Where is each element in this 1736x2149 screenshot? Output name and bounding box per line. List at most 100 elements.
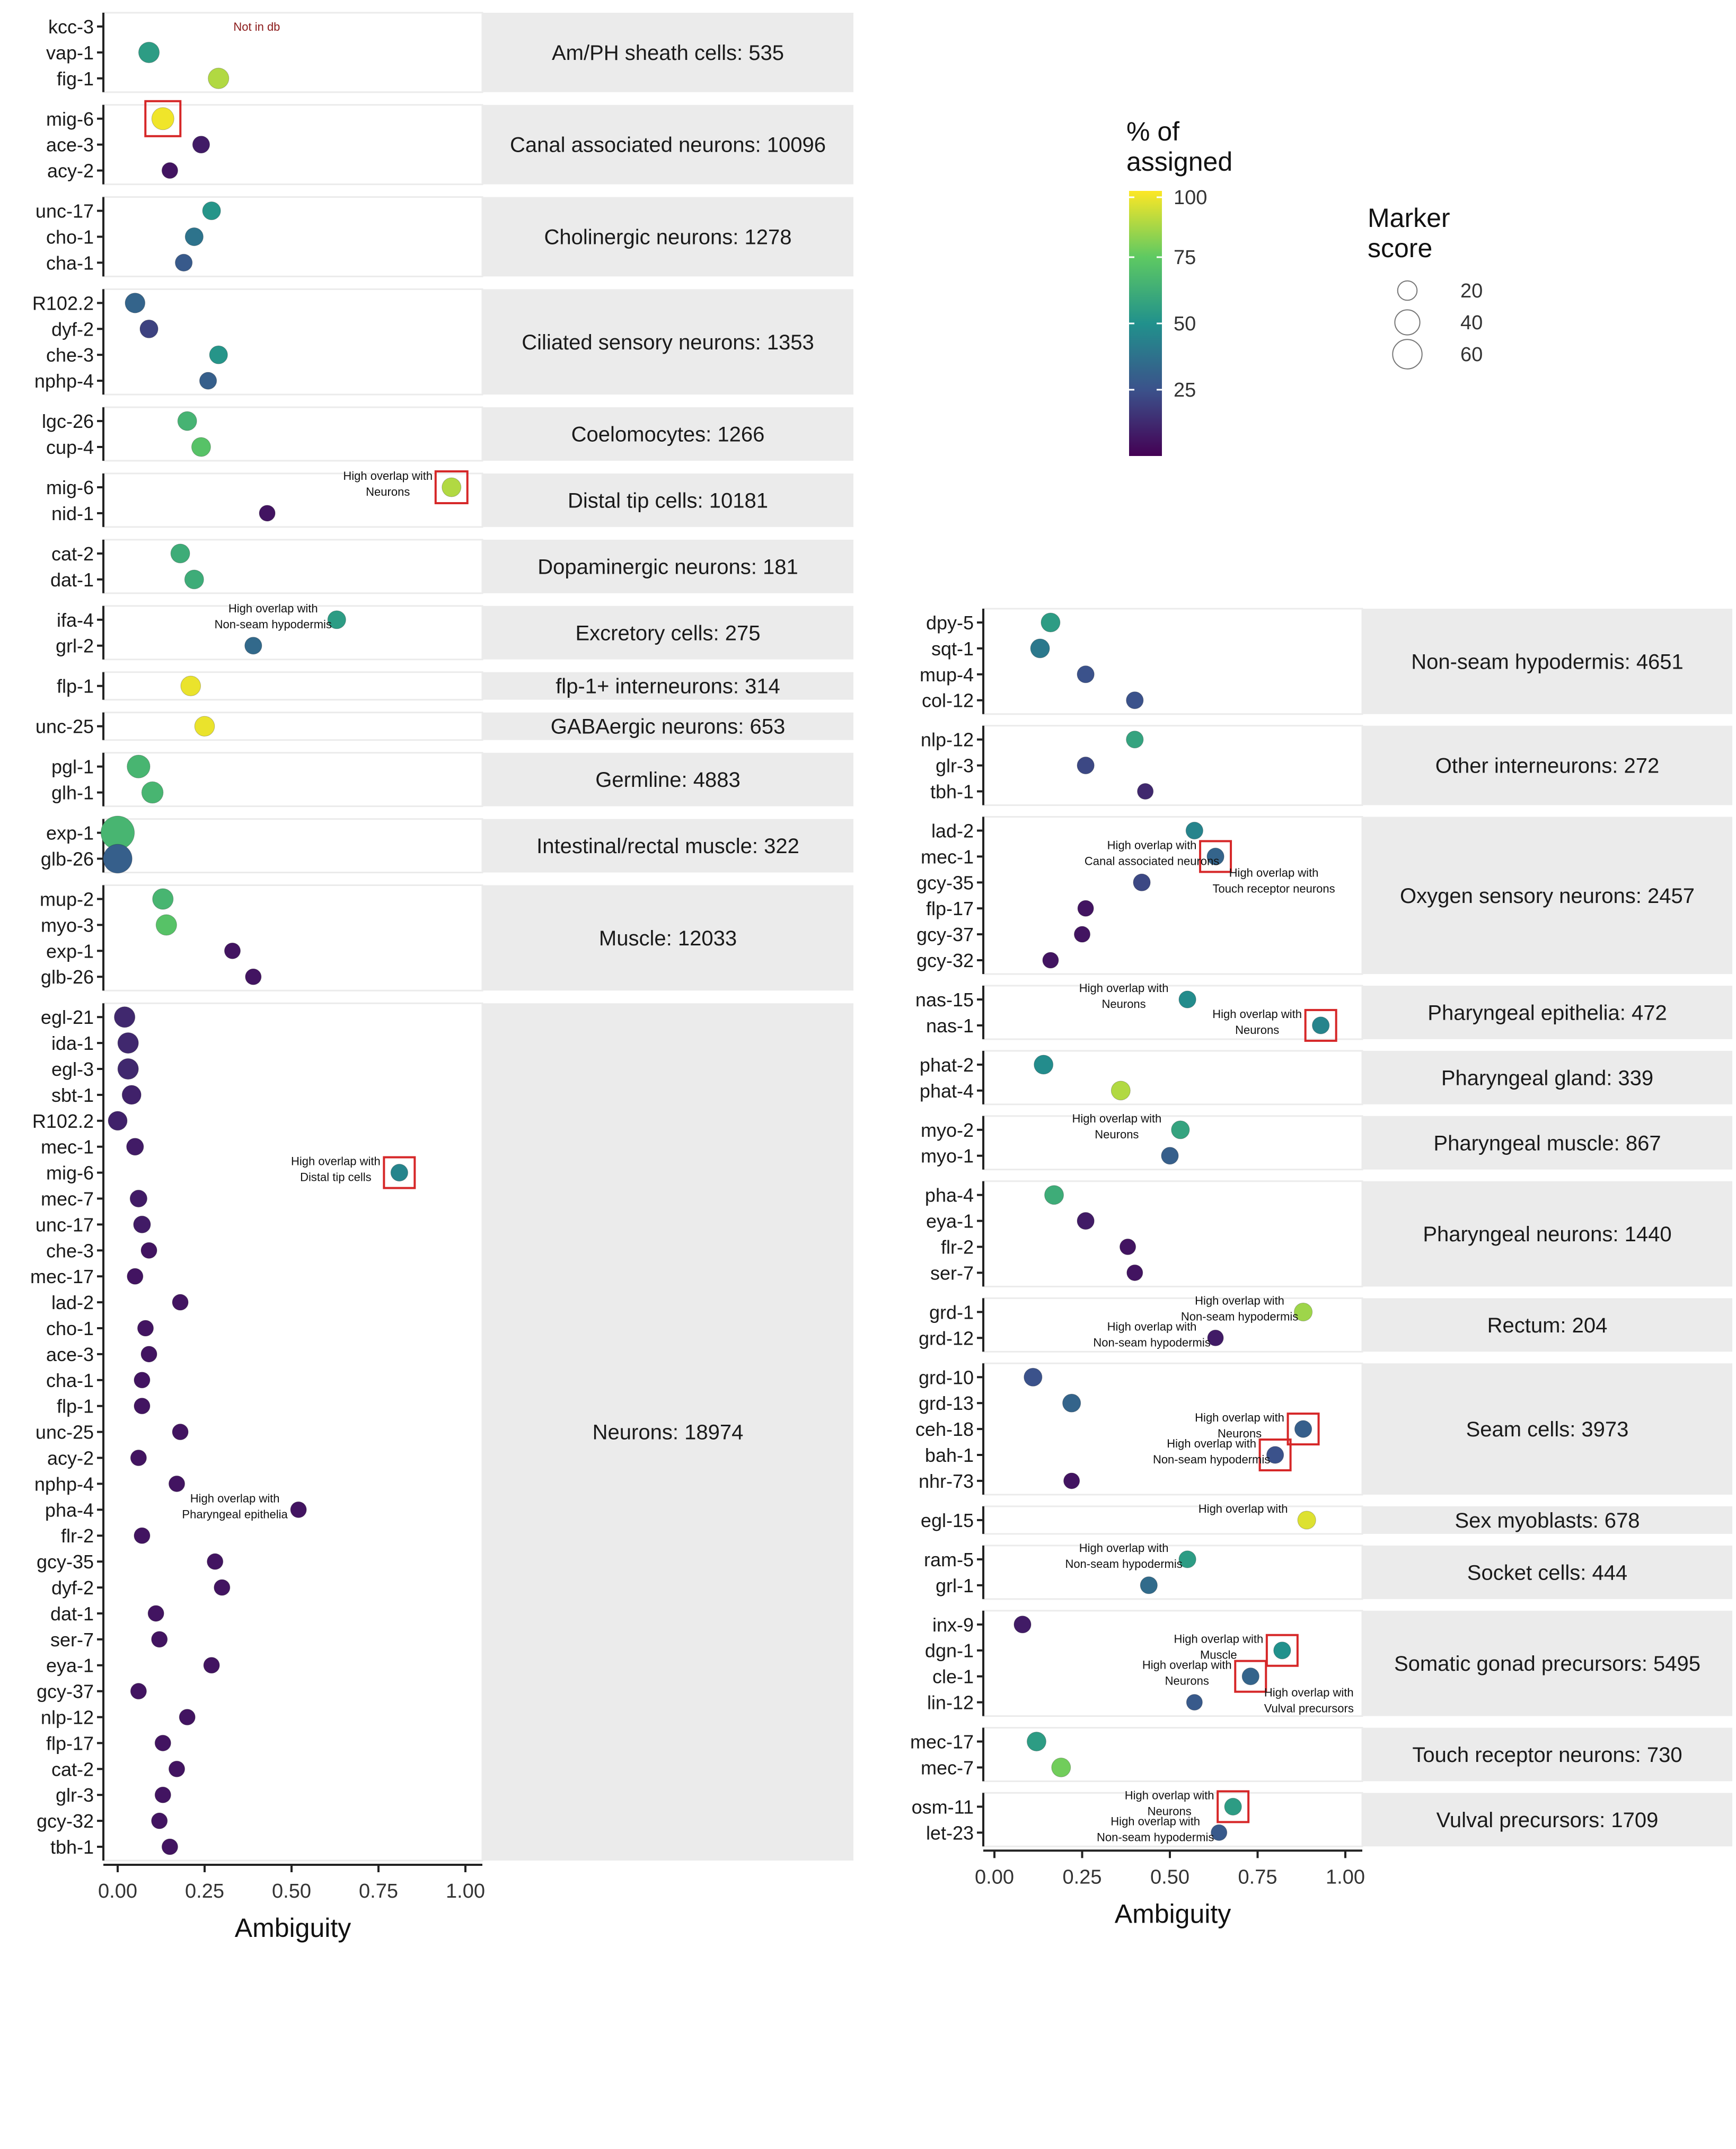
annotation-note: High overlap with Neurons bbox=[1072, 1112, 1161, 1141]
gene-label: phat-4 bbox=[920, 1080, 974, 1102]
facet-strip bbox=[482, 606, 853, 660]
gene-label: cho-1 bbox=[46, 226, 94, 248]
facet-label: Oxygen sensory neurons: 2457 bbox=[1400, 884, 1695, 908]
annotation-line: High overlap with bbox=[228, 602, 318, 615]
facet-label: Pharyngeal epithelia: 472 bbox=[1427, 1001, 1667, 1024]
data-point bbox=[114, 1006, 136, 1028]
gene-label: sbt-1 bbox=[51, 1084, 94, 1106]
gene-label: inx-9 bbox=[932, 1614, 974, 1636]
annotation-line: Canal associated neurons bbox=[1085, 854, 1219, 867]
gene-label: egl-21 bbox=[41, 1006, 94, 1028]
data-point bbox=[121, 1085, 142, 1105]
gene-label: mec-17 bbox=[30, 1266, 94, 1287]
data-point bbox=[134, 1398, 151, 1415]
data-point bbox=[1312, 1016, 1330, 1034]
color-bar-label: 25 bbox=[1174, 379, 1196, 401]
facet-strip bbox=[1362, 817, 1732, 974]
data-point bbox=[442, 477, 462, 497]
data-point bbox=[202, 201, 221, 221]
gene-label: dat-1 bbox=[50, 569, 94, 591]
facet-strip bbox=[1362, 609, 1732, 714]
gene-label: col-12 bbox=[922, 690, 974, 712]
gene-label: acy-2 bbox=[47, 160, 94, 182]
facet-panel bbox=[102, 539, 483, 594]
annotation-line: Vulval precursors bbox=[1264, 1702, 1354, 1715]
facet-label: Excretory cells: 275 bbox=[575, 621, 760, 645]
gene-label: dpy-5 bbox=[926, 612, 974, 634]
data-point bbox=[151, 1812, 168, 1829]
data-point bbox=[140, 1242, 157, 1259]
gene-label: cup-4 bbox=[46, 436, 94, 458]
annotation-note: High overlap with Neurons bbox=[1079, 981, 1169, 1011]
data-point bbox=[199, 372, 217, 390]
size-legend-label: 40 bbox=[1460, 312, 1483, 334]
data-point bbox=[1211, 1824, 1228, 1841]
x-tick-label: 1.00 bbox=[446, 1880, 485, 1902]
gene-label: ifa-4 bbox=[57, 609, 94, 631]
highlight-box bbox=[434, 470, 469, 504]
annotation-line: High overlap with bbox=[190, 1492, 280, 1505]
facet-panel bbox=[102, 712, 483, 741]
right-column: Non-seam hypodermis: 4651 dpy-5 sqt-1 mup-4… bbox=[910, 608, 1732, 1928]
size-legend-circle bbox=[1394, 309, 1421, 336]
gene-label: osm-11 bbox=[912, 1796, 974, 1818]
gene-label: glr-3 bbox=[936, 755, 974, 777]
annotation-line: Non-seam hypodermis bbox=[1093, 1336, 1210, 1349]
data-point bbox=[1266, 1446, 1284, 1464]
facet-strip bbox=[482, 289, 853, 395]
gene-label: flr-2 bbox=[941, 1236, 974, 1258]
data-point bbox=[147, 1605, 164, 1622]
x-tick-label: 0.50 bbox=[272, 1880, 311, 1902]
facet-strip bbox=[482, 672, 853, 700]
size-legend-label: 20 bbox=[1460, 280, 1483, 302]
gene-label: flr-2 bbox=[61, 1525, 94, 1547]
gene-label: mec-7 bbox=[921, 1757, 974, 1778]
annotation-line: High overlap with bbox=[1195, 1411, 1284, 1424]
data-point bbox=[151, 1631, 168, 1648]
gene-label: dyf-2 bbox=[51, 318, 94, 340]
data-point bbox=[1044, 1185, 1064, 1205]
gene-label: nlp-12 bbox=[41, 1707, 94, 1729]
annotation-line: Non-seam hypodermis bbox=[1153, 1453, 1270, 1466]
gene-label: exp-1 bbox=[46, 940, 94, 962]
size-legend-label: 60 bbox=[1460, 344, 1483, 366]
data-point bbox=[134, 1527, 151, 1544]
highlight-box bbox=[383, 1156, 416, 1189]
facet-panel bbox=[102, 1002, 483, 1862]
gene-label: bah-1 bbox=[925, 1444, 974, 1466]
data-point bbox=[1241, 1667, 1259, 1686]
data-point bbox=[117, 1032, 139, 1054]
facet-strip bbox=[1362, 1793, 1732, 1847]
facet-strip bbox=[482, 104, 853, 185]
data-point bbox=[1178, 1550, 1196, 1568]
annotation-line: High overlap with bbox=[1167, 1437, 1256, 1450]
annotation-line: High overlap with bbox=[1072, 1112, 1161, 1125]
gene-label: grd-13 bbox=[919, 1392, 974, 1414]
gene-label: unc-17 bbox=[36, 1214, 94, 1235]
gene-label: gcy-37 bbox=[37, 1681, 94, 1703]
facet-label: flp-1+ interneurons: 314 bbox=[556, 675, 780, 698]
facet-label: Ciliated sensory neurons: 1353 bbox=[522, 331, 814, 354]
data-point bbox=[1024, 1367, 1043, 1387]
annotation-line: High overlap with bbox=[1107, 1320, 1197, 1333]
gene-label: myo-3 bbox=[41, 914, 94, 936]
legend-color-title: assigned bbox=[1126, 147, 1232, 177]
color-bar-label: 75 bbox=[1174, 247, 1196, 269]
gene-label: gcy-32 bbox=[917, 950, 974, 971]
annotation-line: High overlap with bbox=[1264, 1686, 1354, 1699]
data-point bbox=[139, 319, 158, 338]
data-point bbox=[138, 41, 160, 63]
data-point bbox=[1120, 1238, 1136, 1256]
size-legend-circle bbox=[1392, 339, 1423, 370]
data-point bbox=[1034, 1055, 1054, 1075]
data-point bbox=[1133, 873, 1151, 891]
gene-label: nphp-4 bbox=[34, 370, 94, 392]
gene-label: glb-26 bbox=[41, 848, 94, 870]
data-point bbox=[125, 293, 146, 313]
gene-label: grd-10 bbox=[919, 1366, 974, 1388]
facet-label: Socket cells: 444 bbox=[1467, 1561, 1627, 1584]
gene-label: mig-6 bbox=[46, 1162, 94, 1184]
facet-strip bbox=[1362, 1545, 1732, 1599]
data-point bbox=[1051, 1757, 1071, 1777]
